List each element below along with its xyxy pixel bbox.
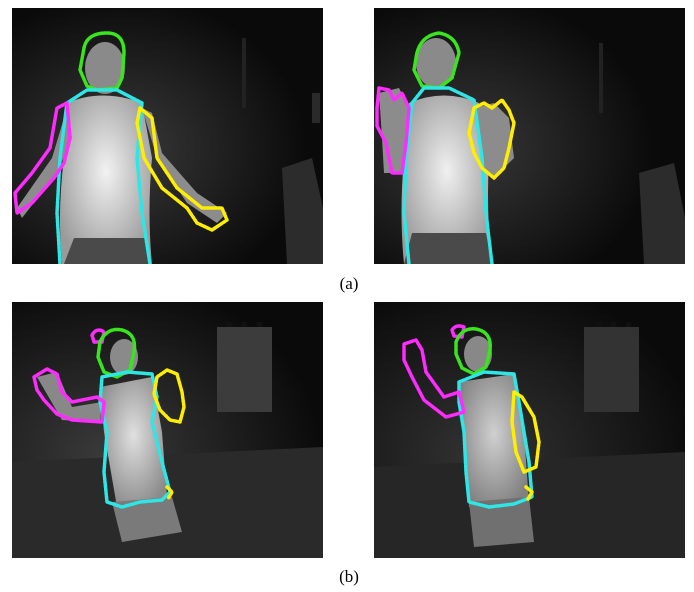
person-head <box>464 336 492 372</box>
person-head <box>85 42 125 94</box>
door-frame <box>242 38 246 108</box>
left-arm-contour <box>402 338 466 419</box>
skirt <box>469 497 534 547</box>
photo-panel-b-right <box>374 302 685 558</box>
torso-contour <box>55 88 152 264</box>
skirt <box>112 497 182 542</box>
chair <box>282 158 323 264</box>
torso-contour <box>402 86 494 264</box>
right-arm-contour <box>135 106 229 232</box>
torso-contour <box>98 370 172 509</box>
head-contour <box>78 31 126 92</box>
depth-image-a-left <box>12 8 323 264</box>
left-hand-blob-contour <box>450 324 466 339</box>
head-contour <box>412 31 461 90</box>
left-arm-contour <box>32 367 106 424</box>
caption-b: (b) <box>339 567 359 586</box>
hip-marker-contour <box>165 485 174 501</box>
caption-a: (a) <box>339 274 359 293</box>
right-arm-contour <box>152 368 186 424</box>
photo-panel-a-right <box>374 8 685 264</box>
chair <box>639 163 685 264</box>
person-torso <box>100 377 167 507</box>
right-arm-contour <box>467 98 516 180</box>
hip-marker-contour <box>524 485 534 501</box>
photo-panel-a-left <box>12 8 323 264</box>
torso-contour <box>457 370 534 509</box>
person-torso <box>59 95 152 264</box>
doorway <box>217 327 272 412</box>
doorway <box>584 327 639 412</box>
depth-image-a-right <box>374 8 685 264</box>
wall-fixture <box>312 93 320 123</box>
left-arm-contour <box>13 101 72 215</box>
person-right-arm <box>474 103 514 178</box>
depth-image-b-right <box>374 302 685 558</box>
pants <box>404 233 492 264</box>
person-left-arm <box>37 372 102 422</box>
left-arm-contour <box>375 86 411 175</box>
depth-image-b-left <box>12 302 323 558</box>
right-arm-contour <box>510 390 541 474</box>
person-left-arm <box>17 108 72 218</box>
head-contour <box>96 327 137 379</box>
photo-panel-b-left <box>12 302 323 558</box>
pants <box>64 238 152 264</box>
head-contour <box>454 327 492 376</box>
door-frame <box>599 43 603 113</box>
person-head <box>416 38 456 88</box>
